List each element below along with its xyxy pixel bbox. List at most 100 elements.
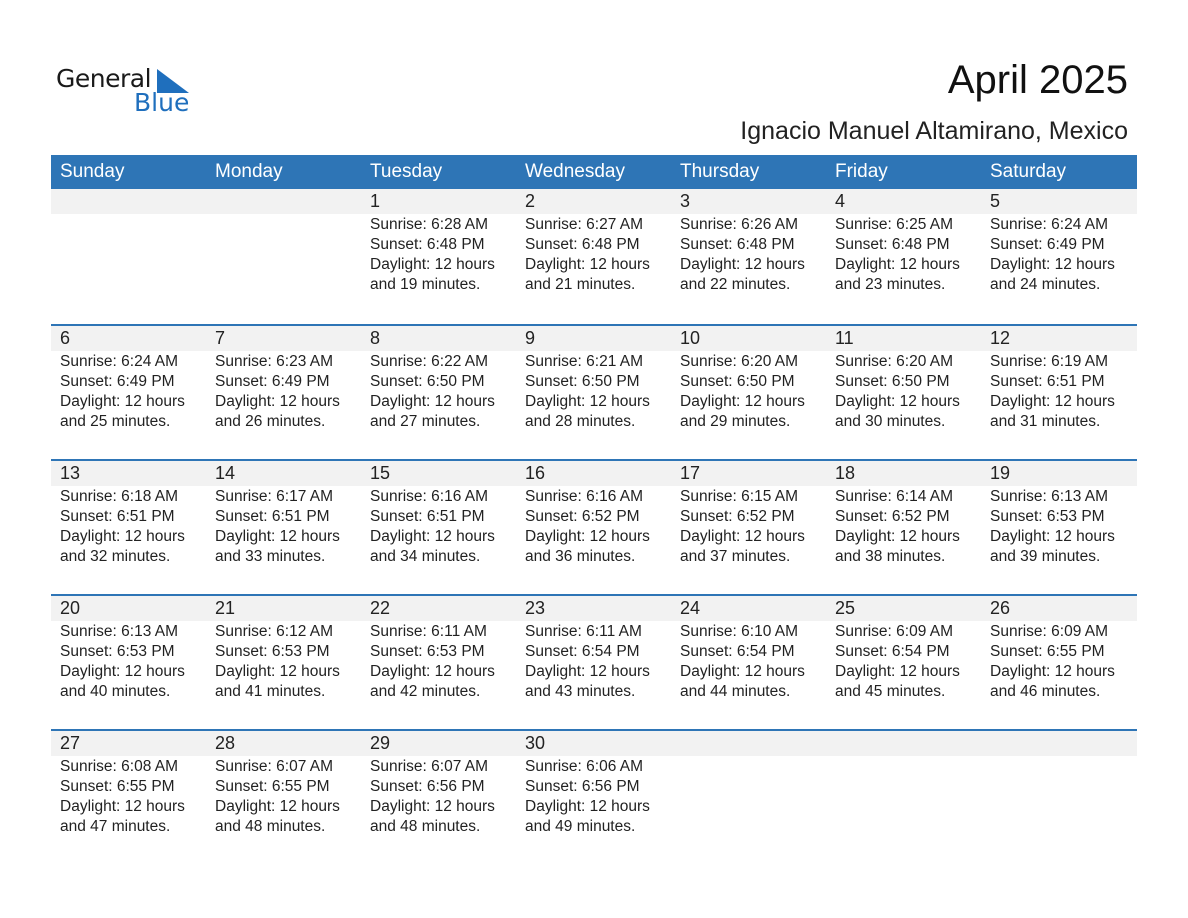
date-band [51,189,1137,214]
day-cell: 25 Sunrise: 6:09 AM Sunset: 6:54 PM Dayligh… [826,596,981,702]
weekday-header: Sunday Monday Tuesday Wednesday Thursday… [51,155,1137,189]
sunset-text: Sunset: 6:52 PM [835,508,950,525]
sunset-text: Sunset: 6:56 PM [525,778,640,795]
sunrise-text: Sunrise: 6:15 AM [680,488,799,505]
day-cell: 12 Sunrise: 6:19 AM Sunset: 6:51 PM Dayligh… [981,326,1136,432]
day-cell: 19 Sunrise: 6:13 AM Sunset: 6:53 PM Dayligh… [981,461,1136,567]
day-cell: 3 Sunrise: 6:26 AM Sunset: 6:48 PM Daylight… [671,189,826,295]
daylight-minutes-text: and 49 minutes. [525,818,636,835]
daylight-text: Daylight: 12 hours [370,256,495,273]
sunset-text: Sunset: 6:49 PM [215,373,330,390]
day-number: 4 [835,191,846,211]
sunset-text: Sunset: 6:55 PM [215,778,330,795]
day-cell: 10 Sunrise: 6:20 AM Sunset: 6:50 PM Dayligh… [671,326,826,432]
daylight-text: Daylight: 12 hours [370,663,495,680]
day-cell: 1 Sunrise: 6:28 AM Sunset: 6:48 PM Daylight… [361,189,516,295]
sunset-text: Sunset: 6:50 PM [680,373,795,390]
day-number: 7 [215,328,226,348]
sunset-text: Sunset: 6:54 PM [525,643,640,660]
sunrise-text: Sunrise: 6:20 AM [835,353,954,370]
sunrise-text: Sunrise: 6:11 AM [370,623,487,640]
daylight-minutes-text: and 44 minutes. [680,683,791,700]
sunrise-text: Sunrise: 6:11 AM [525,623,642,640]
sunrise-text: Sunrise: 6:16 AM [370,488,489,505]
logo-text-blue: Blue [134,88,190,117]
sunrise-text: Sunrise: 6:09 AM [990,623,1109,640]
sunset-text: Sunset: 6:50 PM [835,373,950,390]
sunset-text: Sunset: 6:48 PM [525,236,640,253]
week-row: 6 Sunrise: 6:24 AM Sunset: 6:49 PM Daylight… [51,324,1137,459]
daylight-text: Daylight: 12 hours [835,393,960,410]
daylight-minutes-text: and 45 minutes. [835,683,946,700]
sunrise-text: Sunrise: 6:22 AM [370,353,489,370]
sunrise-text: Sunrise: 6:25 AM [835,216,954,233]
day-number: 2 [525,191,536,211]
day-number: 5 [990,191,1001,211]
sunrise-text: Sunrise: 6:20 AM [680,353,799,370]
sunset-text: Sunset: 6:48 PM [835,236,950,253]
sunset-text: Sunset: 6:53 PM [215,643,330,660]
day-number: 9 [525,328,536,348]
sunrise-text: Sunrise: 6:10 AM [680,623,799,640]
logo-text-general: General [56,64,152,93]
daylight-minutes-text: and 37 minutes. [680,548,791,565]
daylight-minutes-text: and 30 minutes. [835,413,946,430]
sunrise-text: Sunrise: 6:16 AM [525,488,644,505]
day-cell: 14 Sunrise: 6:17 AM Sunset: 6:51 PM Dayligh… [206,461,361,567]
sunrise-text: Sunrise: 6:07 AM [215,758,334,775]
daylight-minutes-text: and 47 minutes. [60,818,171,835]
day-cell: 6 Sunrise: 6:24 AM Sunset: 6:49 PM Daylight… [51,326,206,432]
sunrise-text: Sunrise: 6:13 AM [60,623,179,640]
sunset-text: Sunset: 6:56 PM [370,778,485,795]
day-number: 22 [370,598,391,618]
daylight-minutes-text: and 48 minutes. [370,818,481,835]
day-number: 21 [215,598,236,618]
daylight-text: Daylight: 12 hours [370,798,495,815]
sunset-text: Sunset: 6:52 PM [680,508,795,525]
daylight-minutes-text: and 32 minutes. [60,548,171,565]
day-number: 13 [60,463,81,483]
sunrise-text: Sunrise: 6:23 AM [215,353,334,370]
daylight-minutes-text: and 19 minutes. [370,276,481,293]
sunset-text: Sunset: 6:49 PM [990,236,1105,253]
daylight-minutes-text: and 38 minutes. [835,548,946,565]
daylight-minutes-text: and 28 minutes. [525,413,636,430]
date-band [51,326,1137,351]
sunrise-text: Sunrise: 6:28 AM [370,216,489,233]
day-cell: 20 Sunrise: 6:13 AM Sunset: 6:53 PM Dayligh… [51,596,206,702]
sunrise-text: Sunrise: 6:21 AM [525,353,644,370]
weekday-thursday: Thursday [680,161,760,182]
week-row: 27 Sunrise: 6:08 AM Sunset: 6:55 PM Dayligh… [51,729,1137,864]
day-cell: 23 Sunrise: 6:11 AM Sunset: 6:54 PM Dayligh… [516,596,671,702]
day-number: 19 [990,463,1011,483]
weekday-saturday: Saturday [990,161,1067,182]
date-band [51,731,1137,756]
sunrise-text: Sunrise: 6:24 AM [60,353,179,370]
date-band [51,596,1137,621]
daylight-text: Daylight: 12 hours [215,393,340,410]
logo-triangle-icon [157,69,189,93]
weekday-tuesday: Tuesday [370,161,443,182]
day-cell: 5 Sunrise: 6:24 AM Sunset: 6:49 PM Daylight… [981,189,1136,295]
day-number: 27 [60,733,81,753]
sunrise-text: Sunrise: 6:13 AM [990,488,1109,505]
daylight-text: Daylight: 12 hours [525,393,650,410]
sunrise-text: Sunrise: 6:09 AM [835,623,954,640]
day-number: 17 [680,463,701,483]
sunrise-text: Sunrise: 6:12 AM [215,623,334,640]
sunset-text: Sunset: 6:51 PM [60,508,175,525]
daylight-minutes-text: and 25 minutes. [60,413,171,430]
day-number: 23 [525,598,546,618]
day-number: 8 [370,328,381,348]
sunset-text: Sunset: 6:54 PM [680,643,795,660]
daylight-text: Daylight: 12 hours [525,528,650,545]
day-cell: 8 Sunrise: 6:22 AM Sunset: 6:50 PM Daylight… [361,326,516,432]
daylight-minutes-text: and 41 minutes. [215,683,326,700]
date-band [51,461,1137,486]
day-cell: 29 Sunrise: 6:07 AM Sunset: 6:56 PM Dayligh… [361,731,516,837]
sunrise-text: Sunrise: 6:24 AM [990,216,1109,233]
daylight-text: Daylight: 12 hours [215,528,340,545]
day-number: 11 [835,328,854,348]
day-cell: 26 Sunrise: 6:09 AM Sunset: 6:55 PM Dayligh… [981,596,1136,702]
page-title: April 2025 [947,58,1128,102]
